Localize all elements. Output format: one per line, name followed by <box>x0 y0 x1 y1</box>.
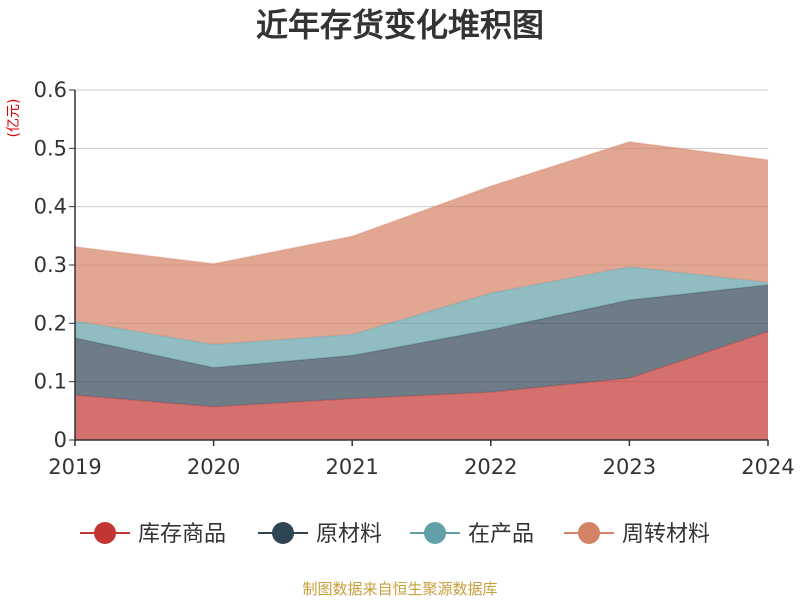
y-axis-ticks: 0 0.1 0.2 0.3 0.4 0.5 0.6 <box>34 78 75 452</box>
y-axis-unit-label: (亿元) <box>6 99 22 138</box>
legend-marker <box>94 522 116 544</box>
legend-marker <box>272 522 294 544</box>
x-tick-label: 2024 <box>741 455 794 479</box>
legend[interactable]: 库存商品 原材料 在产品 周转材料 <box>80 522 710 547</box>
y-tick-label: 0 <box>54 428 67 452</box>
x-tick-label: 2019 <box>48 455 101 479</box>
x-tick-label: 2020 <box>187 455 240 479</box>
x-tick-label: 2022 <box>464 455 517 479</box>
y-tick-label: 0.5 <box>34 136 67 160</box>
y-tick-label: 0.6 <box>34 78 67 102</box>
x-tick-label: 2023 <box>603 455 656 479</box>
area-series <box>74 141 769 440</box>
y-tick-label: 0.4 <box>34 195 67 219</box>
legend-label: 周转材料 <box>622 522 710 547</box>
legend-item-库存商品[interactable]: 库存商品 <box>80 522 226 547</box>
area-库存商品 <box>75 331 768 440</box>
x-axis-ticks: 2019 2020 2021 2022 2023 2024 <box>48 440 795 479</box>
legend-marker <box>424 522 446 544</box>
legend-item-原材料[interactable]: 原材料 <box>258 522 382 547</box>
area-在产品 <box>75 266 768 368</box>
y-tick-label: 0.1 <box>34 370 67 394</box>
source-note: 制图数据来自恒生聚源数据库 <box>302 580 497 598</box>
legend-label: 库存商品 <box>138 522 226 547</box>
legend-marker <box>578 522 600 544</box>
chart-title: 近年存货变化堆积图 <box>256 6 544 44</box>
y-tick-label: 0.2 <box>34 311 67 335</box>
y-tick-label: 0.3 <box>34 253 67 277</box>
legend-item-在产品[interactable]: 在产品 <box>410 522 534 547</box>
legend-item-周转材料[interactable]: 周转材料 <box>564 522 710 547</box>
legend-label: 在产品 <box>468 522 534 547</box>
legend-label: 原材料 <box>316 522 382 547</box>
area-原材料 <box>75 284 768 407</box>
area-周转材料 <box>75 141 768 345</box>
x-tick-label: 2021 <box>325 455 378 479</box>
series-line-周转材料 <box>74 141 769 265</box>
